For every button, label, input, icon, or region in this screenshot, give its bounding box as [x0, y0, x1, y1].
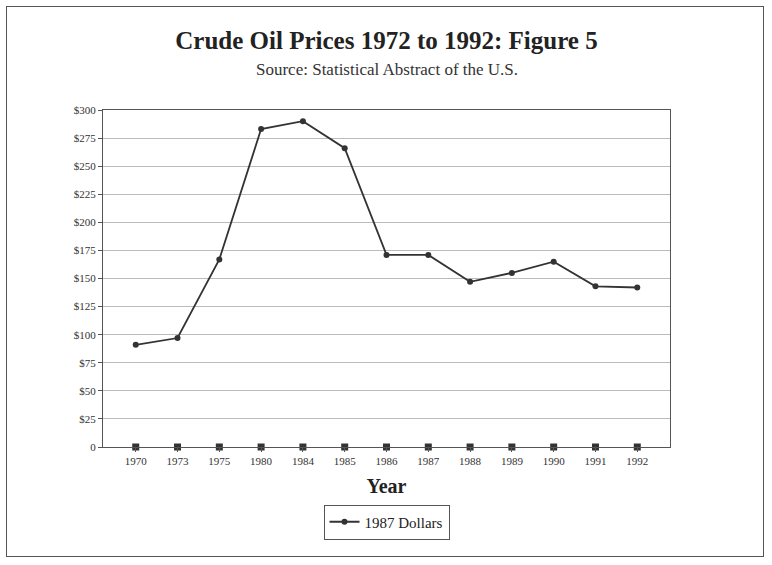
svg-text:1991: 1991 — [584, 455, 606, 467]
svg-text:$175: $175 — [74, 244, 97, 256]
svg-text:1990: 1990 — [543, 455, 566, 467]
svg-text:1980: 1980 — [250, 455, 273, 467]
svg-text:Year: Year — [367, 475, 407, 497]
svg-text:1987: 1987 — [417, 455, 440, 467]
svg-text:$100: $100 — [74, 329, 97, 341]
svg-text:1986: 1986 — [376, 455, 399, 467]
svg-text:0: 0 — [90, 441, 96, 453]
svg-text:$50: $50 — [79, 385, 96, 397]
svg-text:$150: $150 — [74, 272, 97, 284]
svg-text:1988: 1988 — [459, 455, 482, 467]
svg-text:1989: 1989 — [501, 455, 524, 467]
svg-text:$200: $200 — [74, 216, 97, 228]
svg-text:$300: $300 — [74, 104, 97, 116]
svg-text:Crude Oil Prices 1972 to 1992:: Crude Oil Prices 1972 to 1992: Figure 5 — [175, 27, 597, 54]
svg-text:1984: 1984 — [292, 455, 315, 467]
svg-text:1973: 1973 — [167, 455, 190, 467]
svg-text:$125: $125 — [74, 300, 97, 312]
svg-text:1985: 1985 — [334, 455, 357, 467]
svg-text:$25: $25 — [79, 413, 96, 425]
svg-text:1970: 1970 — [125, 455, 148, 467]
svg-text:1987 Dollars: 1987 Dollars — [365, 515, 443, 531]
svg-text:$275: $275 — [74, 132, 97, 144]
svg-text:Source: Statistical Abstract o: Source: Statistical Abstract of the U.S. — [256, 60, 518, 79]
svg-text:1992: 1992 — [626, 455, 648, 467]
svg-text:$250: $250 — [74, 160, 97, 172]
svg-text:$75: $75 — [79, 357, 96, 369]
svg-text:1975: 1975 — [208, 455, 231, 467]
svg-text:$225: $225 — [74, 188, 97, 200]
